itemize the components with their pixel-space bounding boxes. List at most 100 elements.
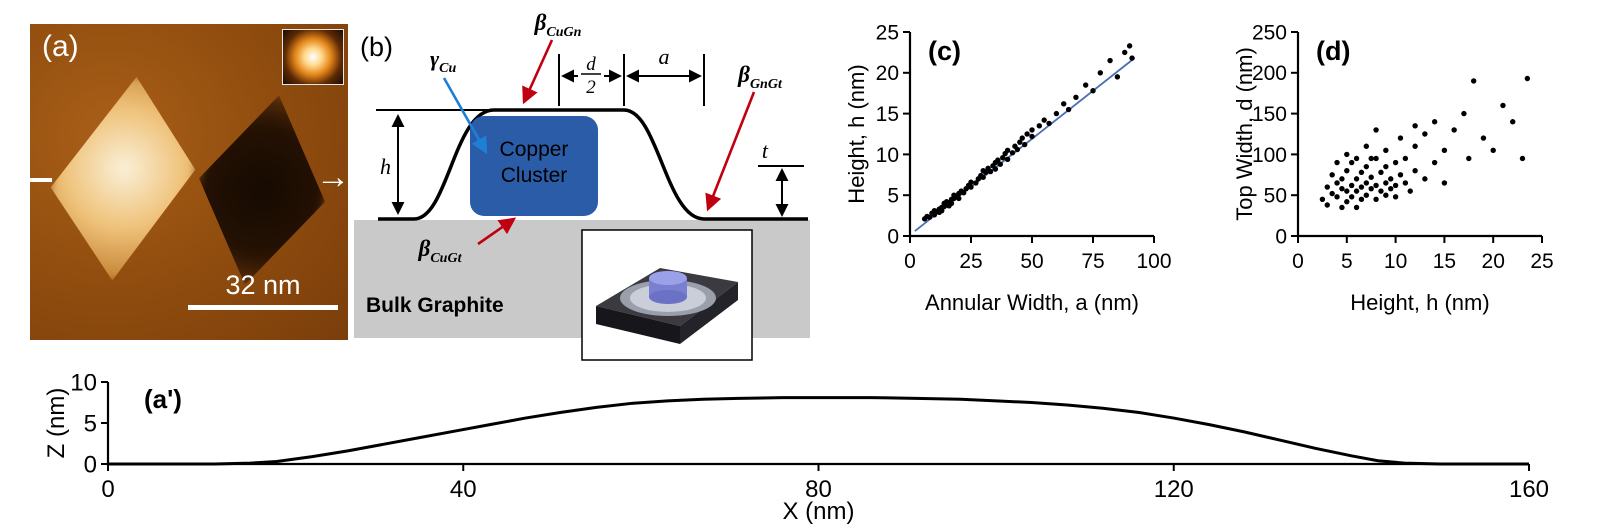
data-point (1319, 196, 1326, 202)
data-point (1344, 168, 1350, 174)
y-tick-label: 20 (876, 62, 899, 85)
data-point (1041, 117, 1047, 123)
dim-t-label: t (762, 138, 769, 163)
y-tick-label: 10 (876, 144, 899, 167)
data-point (982, 169, 989, 176)
data-point (1334, 180, 1340, 186)
data-point (1383, 180, 1389, 186)
data-point (1329, 190, 1335, 197)
data-point (1339, 185, 1345, 192)
data-point (926, 214, 933, 220)
data-point (1388, 185, 1394, 192)
data-point (1061, 101, 1067, 107)
data-point (1510, 119, 1516, 125)
x-tick-label: 100 (1136, 250, 1171, 273)
data-point (1373, 196, 1379, 202)
y-axis-label: Z (nm) (46, 388, 70, 459)
data-point (1490, 147, 1496, 154)
data-point (1441, 147, 1448, 154)
x-axis-label: Annular Width, a (nm) (925, 290, 1139, 315)
dim-2-label: 2 (586, 77, 596, 98)
data-point (1004, 156, 1011, 162)
y-tick-label: 0 (1275, 225, 1287, 248)
data-point (1500, 102, 1506, 109)
data-point (1422, 131, 1428, 137)
dim-h-label: h (380, 154, 391, 179)
y-tick-label: 15 (876, 103, 899, 126)
panel-letter: (a') (144, 384, 182, 414)
data-point (1344, 199, 1350, 205)
bulk-graphite-label: Bulk Graphite (366, 294, 504, 317)
data-point (1046, 120, 1052, 127)
data-point (1082, 82, 1089, 88)
data-point (1407, 188, 1413, 194)
x-tick-label: 5 (1341, 250, 1353, 273)
cluster-label-line2: Cluster (501, 164, 568, 187)
x-tick-label: 20 (1482, 250, 1505, 273)
data-point (1017, 139, 1023, 145)
x-axis-label: Height, h (nm) (1350, 290, 1489, 315)
y-tick-label: 0 (84, 451, 97, 478)
data-point (1114, 74, 1121, 80)
data-point (1412, 168, 1418, 174)
panel-letter: (c) (928, 36, 961, 66)
chart-c-svg: 0 25 50 75 100 0 5 10 15 20 25 Annular Width, a (nm… (844, 21, 1172, 315)
data-point (1397, 135, 1404, 141)
data-point (1451, 127, 1457, 133)
data-point (1358, 169, 1365, 176)
x-tick-label: 75 (1081, 250, 1104, 273)
data-point (1024, 131, 1030, 137)
data-point (1073, 94, 1079, 100)
data-point (1339, 204, 1345, 211)
data-point (997, 161, 1003, 167)
beta-gngt-label: βGnGt (737, 62, 783, 92)
gamma-cu-label: γCu (430, 46, 456, 76)
data-point (1021, 141, 1028, 148)
cluster-spot-image (283, 30, 343, 84)
data-point (1397, 172, 1404, 178)
data-point (1329, 172, 1335, 178)
data-point (1392, 159, 1399, 166)
data-point (1053, 110, 1060, 117)
x-tick-label: 10 (1384, 250, 1407, 273)
data-point (992, 166, 999, 172)
data-point (1412, 123, 1418, 129)
x-axis-label: X (nm) (783, 498, 855, 525)
data-point (1470, 78, 1477, 84)
panel-c-chart: 0 25 50 75 100 0 5 10 15 20 25 Annular Width, a (nm… (844, 16, 1176, 323)
data-point (1392, 194, 1399, 200)
data-point (1334, 159, 1340, 166)
x-tick-label: 80 (805, 476, 832, 503)
data-point (1004, 147, 1011, 154)
data-point (1519, 155, 1526, 162)
data-point (1019, 135, 1025, 141)
data-point (1383, 163, 1389, 170)
beta-cugt-arrow (477, 217, 517, 246)
data-point (948, 200, 955, 207)
cross-section-arrow-right-icon: → (316, 158, 348, 196)
panel-letter: (d) (1316, 36, 1350, 66)
data-point (1368, 174, 1374, 180)
data-point (1344, 151, 1350, 158)
y-tick-label: 5 (887, 185, 899, 208)
data-point (1363, 163, 1370, 170)
dim-d-label: d (586, 54, 596, 75)
panel-b-schematic: Bulk Graphite Copper Cluster h d 2 a (352, 4, 812, 369)
data-point (1065, 106, 1072, 113)
y-tick-label: 250 (1252, 21, 1287, 44)
y-axis-label: Height, h (nm) (846, 64, 869, 203)
data-point (1402, 180, 1409, 186)
data-point (1324, 202, 1330, 208)
axes (106, 382, 1529, 466)
data-point (980, 174, 986, 180)
data-point (1363, 192, 1370, 198)
y-tick-label: 100 (1252, 144, 1287, 167)
stm-bright-terrace (42, 69, 205, 288)
panel-a-stm-image: (a) 32 nm → (30, 24, 348, 340)
data-point (1431, 119, 1438, 125)
x-tick-label: 50 (1020, 250, 1043, 273)
data-point (1353, 188, 1360, 194)
profile-line (108, 396, 1529, 466)
